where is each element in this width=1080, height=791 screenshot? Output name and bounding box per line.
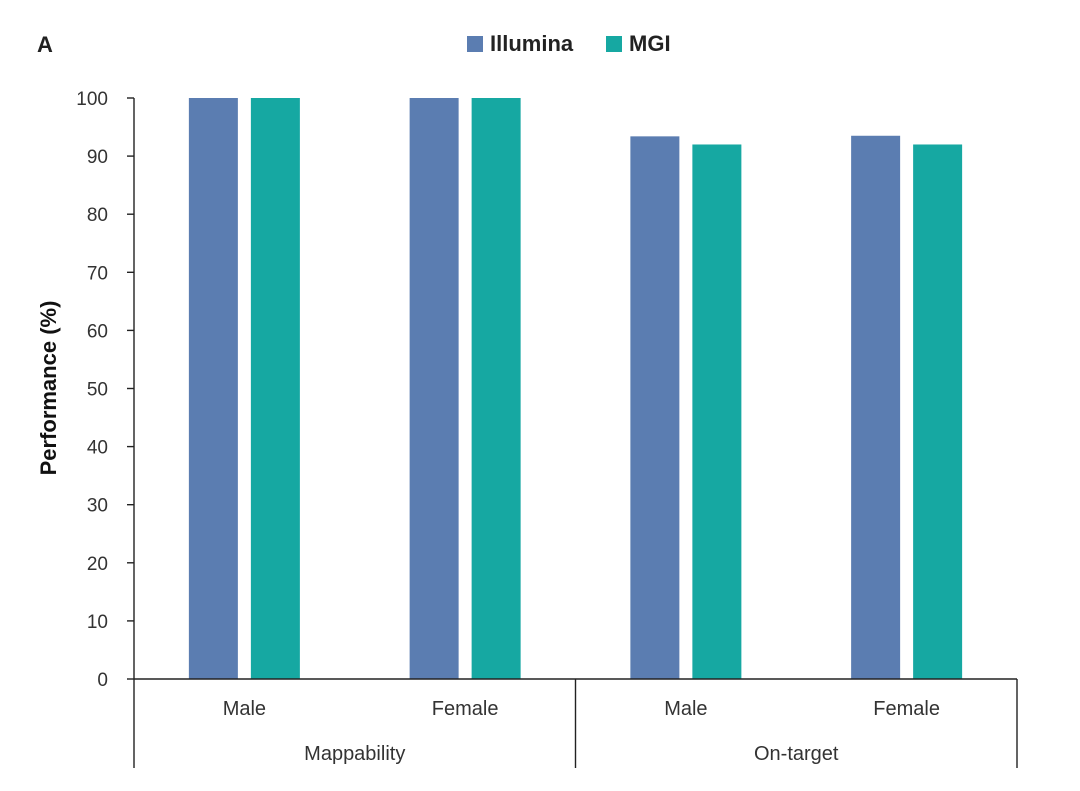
legend-label-illumina: Illumina (490, 31, 574, 56)
bar-mgi-male-0 (250, 98, 300, 679)
y-tick-label: 90 (87, 147, 108, 168)
y-tick-label: 50 (87, 380, 108, 401)
y-tick-label: 100 (76, 89, 108, 110)
legend-label-mgi: MGI (629, 31, 671, 56)
y-axis-label: Performance (%) (36, 301, 61, 476)
panel-label: A (37, 32, 53, 57)
y-axis: 0 10 20 30 40 50 60 70 80 90 100 (76, 89, 135, 691)
y-tick-label: 30 (87, 496, 108, 517)
x-category-label: Male (664, 698, 707, 720)
y-tick-label: 70 (87, 263, 108, 284)
x-group-label: Mappability (304, 743, 405, 765)
bar-illumina-male-2 (630, 136, 680, 679)
bar-mgi-female-1 (471, 98, 521, 679)
legend-swatch-illumina (467, 36, 483, 52)
y-tick-label: 80 (87, 205, 108, 226)
legend-swatch-mgi (606, 36, 622, 52)
y-tick-label: 60 (87, 321, 108, 342)
bar-illumina-male-0 (188, 98, 238, 679)
legend: Illumina MGI (467, 31, 671, 56)
x-axis: Male Female Male Female Mappability On-target (133, 678, 1018, 768)
bar-mgi-male-2 (692, 144, 742, 680)
bars (188, 98, 963, 680)
x-category-label: Female (432, 698, 499, 720)
y-tick-label: 20 (87, 554, 108, 575)
y-tick-label: 10 (87, 612, 108, 633)
x-category-label: Female (873, 698, 940, 720)
y-tick-label: 40 (87, 438, 108, 459)
bar-mgi-female-3 (913, 144, 963, 680)
y-tick-label: 0 (97, 670, 108, 691)
bar-illumina-female-3 (851, 135, 901, 679)
x-category-label: Male (223, 698, 266, 720)
x-group-label: On-target (754, 743, 839, 765)
bar-illumina-female-1 (409, 98, 459, 679)
